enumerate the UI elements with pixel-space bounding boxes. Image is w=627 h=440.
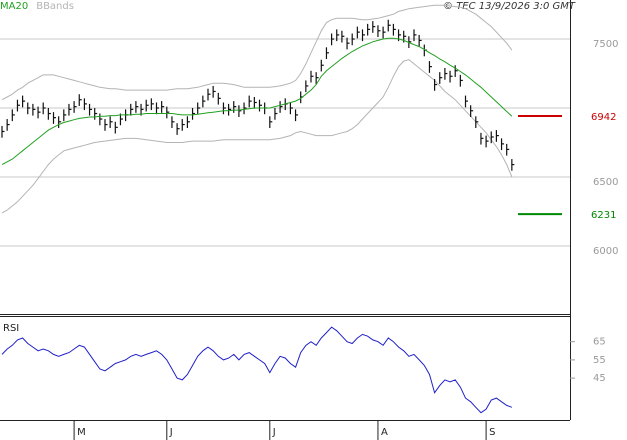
bollinger-band xyxy=(1,4,513,101)
legend-entry: MA20 xyxy=(0,1,28,12)
y-tick-label: 7500 xyxy=(593,39,618,50)
x-tick-label: J xyxy=(169,427,173,438)
y-tick-label: 55 xyxy=(593,355,606,366)
copyright-note: © TEC 13/9/2026 3:0 GMT xyxy=(443,1,576,12)
y-tick-label: 45 xyxy=(593,373,606,384)
level-label: 6942 xyxy=(591,112,616,123)
rsi-line xyxy=(1,326,513,414)
legend-entry: BBands xyxy=(36,1,74,12)
level-label-bg xyxy=(588,207,624,220)
moving-average xyxy=(1,37,513,166)
panel-title: RSI xyxy=(3,323,19,334)
x-tick-label: S xyxy=(489,427,495,438)
y-tick-label: 6500 xyxy=(593,177,618,188)
level-label: 6231 xyxy=(591,210,616,221)
x-tick-label: J xyxy=(272,427,276,438)
y-tick-label: 65 xyxy=(593,337,606,348)
y-tick-label: 6000 xyxy=(593,246,618,257)
x-tick-label: A xyxy=(381,427,388,438)
bollinger-band xyxy=(1,59,513,214)
level-label-bg xyxy=(588,109,624,122)
x-tick-label: M xyxy=(77,427,86,438)
